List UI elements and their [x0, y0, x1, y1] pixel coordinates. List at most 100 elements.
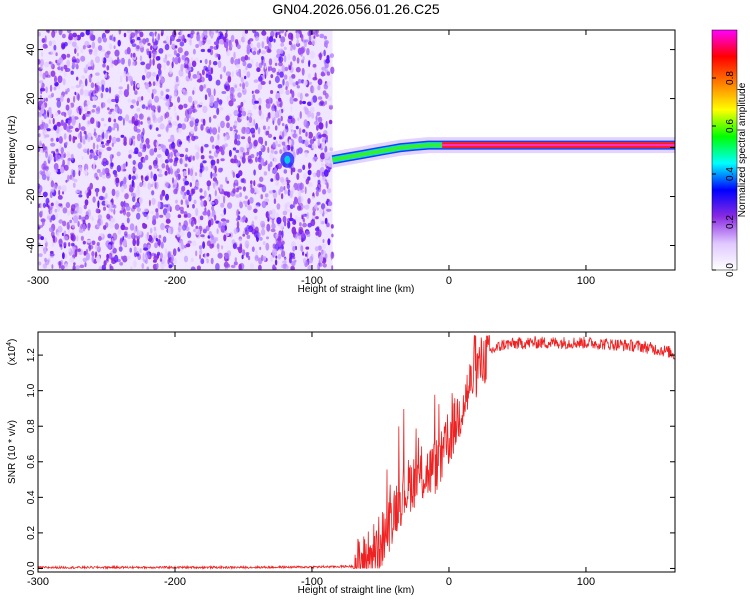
heatmap-cell — [103, 70, 107, 74]
heatmap-cell — [49, 217, 53, 223]
heatmap-cell — [38, 191, 42, 196]
heatmap-cell — [313, 120, 319, 125]
heatmap-cell — [316, 207, 319, 211]
heatmap-cell — [53, 86, 57, 91]
heatmap-cell — [168, 264, 173, 269]
heatmap-cell — [256, 50, 260, 55]
heatmap-cell — [283, 169, 288, 174]
heatmap-cell — [301, 215, 304, 220]
figure-title: GN04.2026.056.01.26.C25 — [272, 1, 440, 17]
heatmap-cell — [104, 132, 109, 139]
heatmap-cell — [84, 199, 89, 206]
heatmap-cell — [42, 166, 49, 170]
heatmap-cell — [225, 219, 230, 223]
heatmap-cell — [237, 92, 242, 98]
heatmap-cell — [191, 188, 196, 195]
heatmap-cell — [176, 115, 180, 121]
heatmap-cell — [55, 52, 58, 57]
heatmap-cell — [317, 229, 322, 238]
heatmap-cell — [211, 127, 218, 135]
heatmap-cell — [218, 221, 222, 229]
heatmap-cell — [278, 56, 284, 63]
heatmap-cell — [312, 63, 317, 68]
heatmap-cell — [231, 159, 236, 164]
heatmap-cell — [157, 78, 161, 87]
heatmap-cell — [203, 65, 208, 70]
heatmap-cell — [167, 152, 170, 160]
heatmap-cell — [105, 172, 111, 179]
heatmap-cell — [157, 33, 160, 41]
heatmap-cell — [239, 146, 244, 152]
heatmap-cell — [46, 74, 51, 78]
heatmap-cell — [268, 58, 273, 66]
heatmap-cell — [101, 102, 104, 109]
heatmap-cell — [322, 263, 327, 268]
isolated-blob-core — [284, 155, 291, 164]
heatmap-cell — [239, 83, 242, 87]
heatmap-cell — [44, 237, 47, 244]
heatmap-cell — [275, 180, 280, 186]
heatmap-cell — [279, 48, 284, 54]
heatmap-cell — [66, 97, 70, 103]
heatmap-cell — [242, 215, 246, 221]
heatmap-cell — [114, 223, 120, 230]
heatmap-cell — [268, 216, 271, 220]
heatmap-cell — [299, 100, 303, 105]
heatmap-cell — [187, 108, 193, 115]
heatmap-cell — [300, 138, 304, 144]
heatmap-cell — [238, 246, 243, 254]
heatmap-cell — [145, 37, 149, 43]
heatmap-cell — [163, 57, 168, 63]
heatmap-cell — [50, 206, 53, 210]
heatmap-cell — [212, 172, 218, 177]
heatmap-cell — [195, 44, 200, 48]
heatmap-cell — [192, 90, 195, 95]
heatmap-cell — [267, 126, 270, 130]
heatmap-cell — [123, 226, 129, 231]
heatmap-cell — [289, 96, 294, 105]
heatmap-cell — [282, 78, 285, 86]
heatmap-cell — [316, 124, 319, 131]
heatmap-cell — [152, 219, 157, 226]
heatmap-cell — [319, 33, 325, 39]
heatmap-cell — [330, 224, 334, 229]
heatmap-cell — [242, 249, 246, 256]
heatmap-cell — [174, 45, 178, 49]
heatmap-cell — [54, 208, 58, 213]
heatmap-cell — [189, 121, 194, 125]
heatmap-cell — [40, 108, 45, 114]
heatmap-cell — [295, 125, 299, 130]
heatmap-cell — [319, 208, 324, 215]
heatmap-cell — [273, 157, 278, 163]
heatmap-cell — [229, 126, 233, 132]
heatmap-cell — [86, 252, 90, 261]
heatmap-cell — [42, 72, 46, 80]
heatmap-cell — [279, 222, 284, 230]
heatmap-cell — [212, 61, 218, 66]
heatmap-cell — [298, 190, 302, 199]
heatmap-cell — [197, 104, 199, 109]
heatmap-cell — [271, 103, 275, 112]
heatmap-cell — [166, 60, 170, 66]
heatmap-cell — [121, 255, 124, 260]
heatmap-cell — [206, 39, 212, 45]
heatmap-cell — [328, 104, 334, 108]
heatmap-cell — [276, 217, 282, 225]
heatmap-cell — [244, 229, 249, 236]
heatmap-cell — [309, 256, 314, 264]
heatmap-cell — [60, 147, 64, 154]
heatmap-cell — [58, 190, 61, 196]
heatmap-cell — [235, 194, 241, 198]
heatmap-cell — [57, 225, 63, 233]
heatmap-cell — [285, 80, 290, 88]
heatmap-cell — [220, 225, 226, 233]
heatmap-cell — [247, 205, 252, 211]
heatmap-cell — [104, 72, 108, 79]
heatmap-cell — [258, 76, 263, 82]
heatmap-cell — [215, 263, 220, 270]
heatmap-cell — [281, 264, 284, 269]
heatmap-cell — [322, 189, 327, 195]
heatmap-cell — [271, 67, 276, 73]
heatmap-cell — [208, 219, 212, 228]
heatmap-cell — [277, 118, 281, 126]
